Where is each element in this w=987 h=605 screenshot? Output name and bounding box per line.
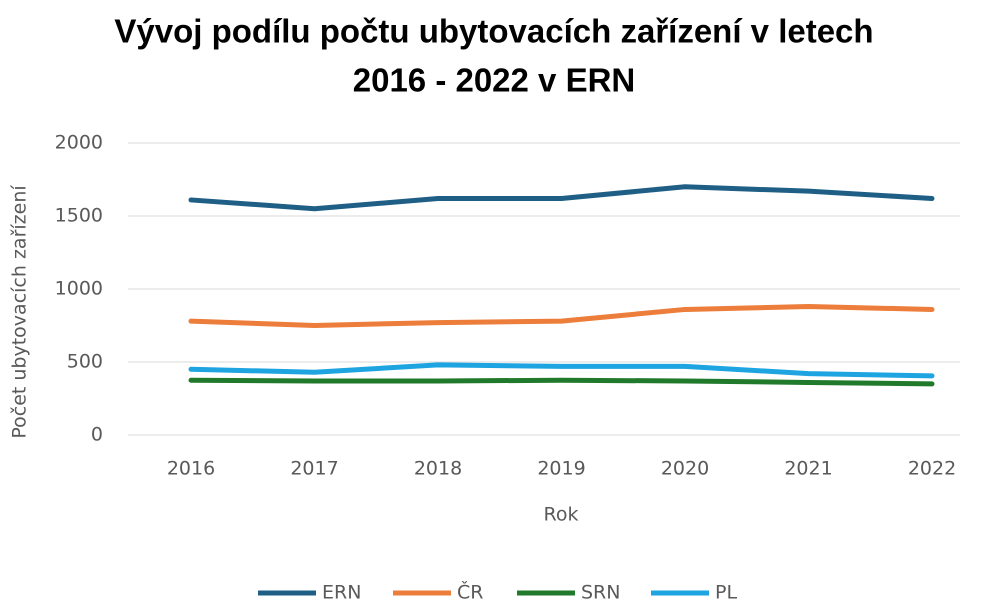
y-axis-label: Počet ubytovacích zařízení [9,185,31,439]
line [188,184,935,212]
x-tick-label: 2018 [414,458,462,480]
legend-label: ERN [322,582,361,604]
x-axis-label: Rok [544,504,579,526]
chart-title: 2016 - 2022 v ERN [353,62,636,99]
line [188,377,935,387]
x-tick-label: 2016 [167,458,215,480]
y-tick-label: 0 [91,424,103,446]
x-tick-label: 2022 [908,458,956,480]
x-tick-label: 2017 [290,458,338,480]
y-tick-label: 500 [67,351,103,373]
x-tick-label: 2020 [661,458,709,480]
legend-label: PL [715,582,737,604]
legend-label: SRN [581,582,620,604]
x-tick-label: 2019 [537,458,585,480]
x-tick-label: 2021 [784,458,832,480]
y-tick-label: 2000 [55,132,103,154]
line [188,362,935,379]
line [188,304,935,328]
chart-title: Vývoj podílu počtu ubytovacích zařízení … [114,13,873,50]
y-tick-label: 1000 [55,278,103,300]
y-tick-label: 1500 [55,205,103,227]
legend-label: ČR [457,580,483,604]
